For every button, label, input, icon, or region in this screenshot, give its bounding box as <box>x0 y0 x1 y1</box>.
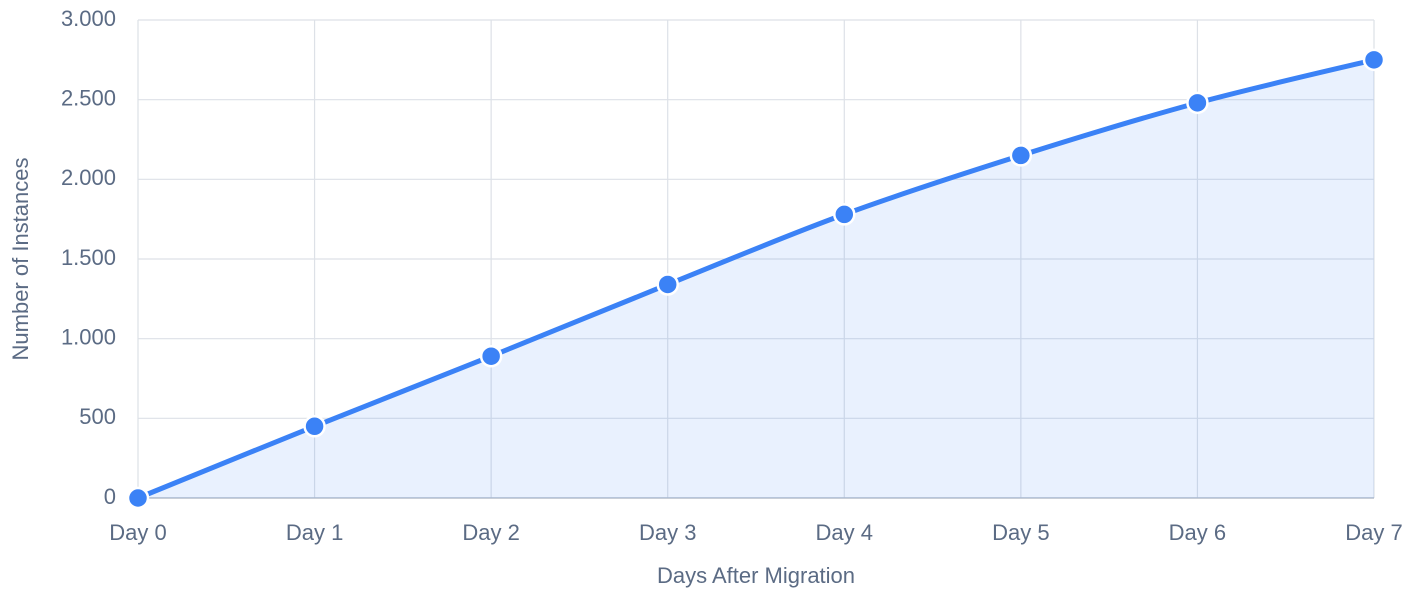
point <box>126 486 150 510</box>
y-tick-label: 2.500 <box>61 85 116 110</box>
area <box>138 59 1374 498</box>
line <box>135 57 1377 501</box>
y-tick-label: 1.500 <box>61 245 116 270</box>
point <box>479 344 503 368</box>
x-tick-label: Day 6 <box>1169 520 1226 545</box>
point <box>303 415 326 438</box>
y-tick-label: 0 <box>104 484 116 509</box>
x-axis-title: Days After Migration <box>657 563 855 588</box>
x-tick-label: Day 5 <box>992 520 1049 545</box>
y-tick-label: 3.000 <box>61 6 116 31</box>
point <box>1009 144 1033 167</box>
y-tick-label: 1.000 <box>61 324 116 349</box>
point <box>833 203 856 226</box>
x-tick-label: Day 1 <box>286 520 343 545</box>
y-tick-label: 2.000 <box>61 165 116 190</box>
x-tick-label: Day 0 <box>109 520 166 545</box>
x-tick-label: Day 4 <box>816 520 873 545</box>
point <box>1362 48 1386 72</box>
y-axis-title: Number of Instances <box>8 158 33 361</box>
point <box>656 273 679 296</box>
y-tick-label: 500 <box>79 404 116 429</box>
point <box>1186 91 1209 115</box>
x-tick-label: Day 2 <box>462 520 519 545</box>
x-tick-label: Day 7 <box>1345 520 1402 545</box>
x-tick-label: Day 3 <box>639 520 696 545</box>
